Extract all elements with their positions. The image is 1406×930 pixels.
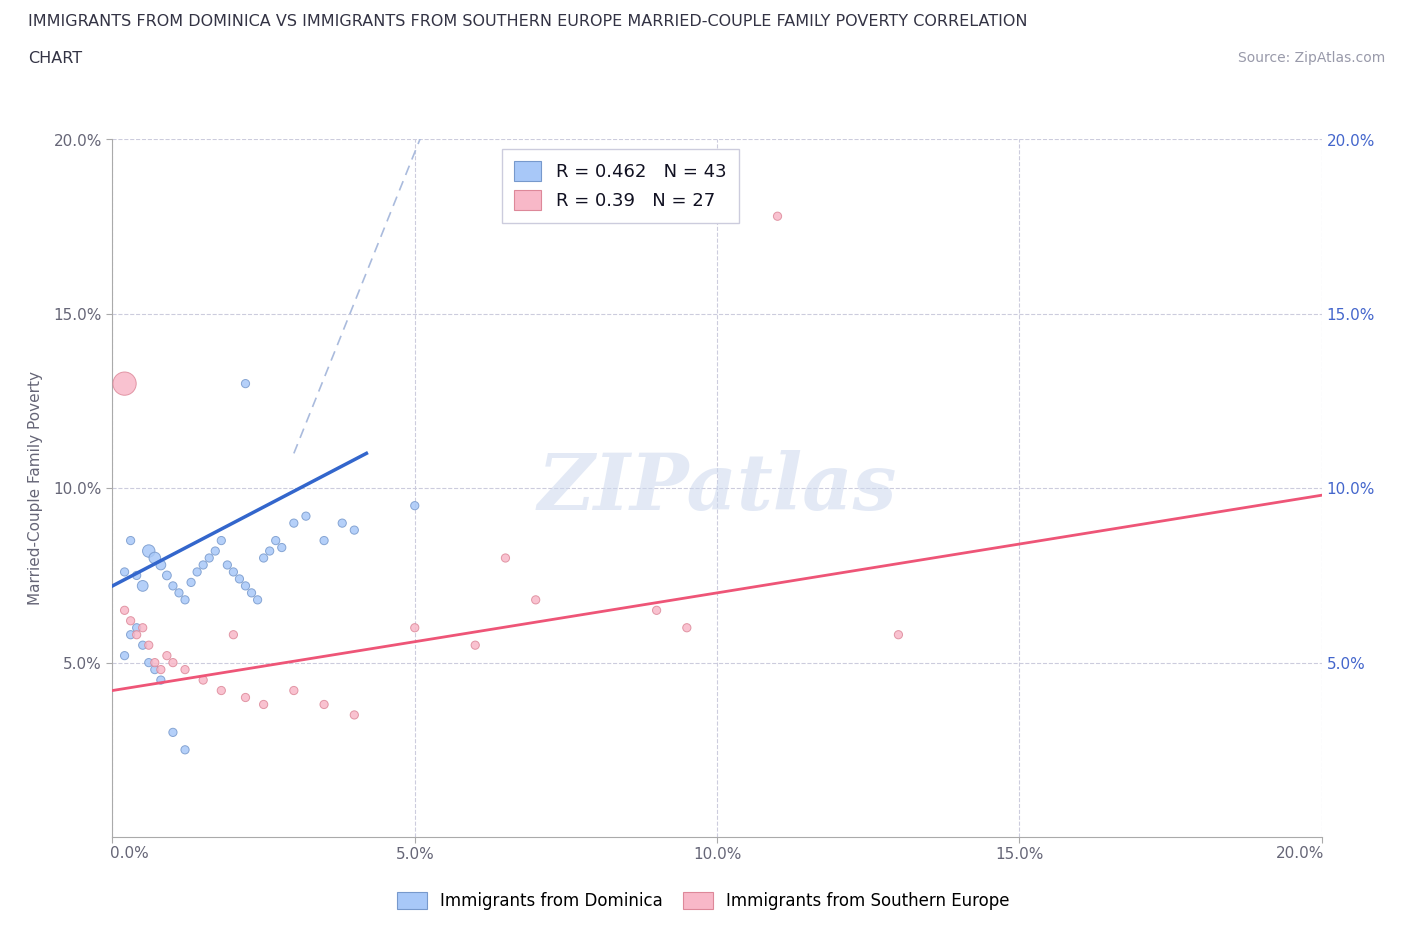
- Point: [156, 568, 179, 583]
- Point: [191, 672, 214, 687]
- Point: [209, 533, 232, 548]
- Point: [132, 578, 155, 593]
- Point: [675, 620, 697, 635]
- Point: [132, 638, 155, 653]
- Point: [209, 683, 232, 698]
- Point: [766, 209, 789, 224]
- Point: [404, 620, 426, 635]
- Point: [138, 638, 160, 653]
- Point: [180, 575, 202, 590]
- Point: [235, 578, 257, 593]
- Point: [343, 523, 366, 538]
- Text: 0.0%: 0.0%: [110, 846, 149, 861]
- Point: [645, 603, 668, 618]
- Point: [404, 498, 426, 513]
- Point: [114, 377, 136, 392]
- Point: [143, 656, 166, 671]
- Point: [156, 648, 179, 663]
- Point: [314, 698, 336, 712]
- Point: [222, 565, 245, 579]
- Point: [149, 558, 172, 573]
- Point: [495, 551, 517, 565]
- Point: [204, 543, 226, 558]
- Point: [283, 683, 305, 698]
- Point: [253, 551, 276, 565]
- Point: [167, 586, 190, 601]
- Point: [149, 672, 172, 687]
- Point: [125, 620, 148, 635]
- Point: [138, 543, 160, 558]
- Point: [191, 558, 214, 573]
- Point: [464, 638, 486, 653]
- Point: [114, 648, 136, 663]
- Point: [887, 628, 910, 643]
- Point: [228, 571, 250, 587]
- Point: [240, 586, 263, 601]
- Point: [138, 656, 160, 671]
- Point: [162, 656, 184, 671]
- Point: [120, 614, 142, 629]
- Point: [314, 533, 336, 548]
- Point: [259, 543, 281, 558]
- Point: [162, 578, 184, 593]
- Text: Source: ZipAtlas.com: Source: ZipAtlas.com: [1237, 51, 1385, 65]
- Point: [235, 690, 257, 705]
- Point: [120, 628, 142, 643]
- Point: [524, 592, 547, 607]
- Text: CHART: CHART: [28, 51, 82, 66]
- Point: [143, 662, 166, 677]
- Point: [174, 662, 197, 677]
- Point: [114, 565, 136, 579]
- Point: [283, 515, 305, 530]
- Point: [253, 698, 276, 712]
- Point: [125, 628, 148, 643]
- Point: [132, 620, 155, 635]
- Point: [120, 533, 142, 548]
- Legend: R = 0.462   N = 43, R = 0.39   N = 27: R = 0.462 N = 43, R = 0.39 N = 27: [502, 149, 740, 222]
- Point: [198, 551, 221, 565]
- Point: [125, 568, 148, 583]
- Point: [174, 592, 197, 607]
- Text: IMMIGRANTS FROM DOMINICA VS IMMIGRANTS FROM SOUTHERN EUROPE MARRIED-COUPLE FAMIL: IMMIGRANTS FROM DOMINICA VS IMMIGRANTS F…: [28, 14, 1028, 29]
- Point: [343, 708, 366, 723]
- Legend: Immigrants from Dominica, Immigrants from Southern Europe: Immigrants from Dominica, Immigrants fro…: [389, 885, 1017, 917]
- Point: [246, 592, 269, 607]
- Point: [186, 565, 208, 579]
- Point: [149, 662, 172, 677]
- Point: [222, 628, 245, 643]
- Point: [270, 540, 292, 555]
- Point: [217, 558, 239, 573]
- Point: [330, 515, 353, 530]
- Point: [174, 742, 197, 757]
- Point: [295, 509, 318, 524]
- Text: 20.0%: 20.0%: [1275, 846, 1324, 861]
- Point: [264, 533, 287, 548]
- Text: ZIPatlas: ZIPatlas: [537, 450, 897, 526]
- Point: [114, 603, 136, 618]
- Point: [143, 551, 166, 565]
- Y-axis label: Married-Couple Family Poverty: Married-Couple Family Poverty: [28, 371, 42, 605]
- Point: [162, 725, 184, 740]
- Point: [235, 377, 257, 392]
